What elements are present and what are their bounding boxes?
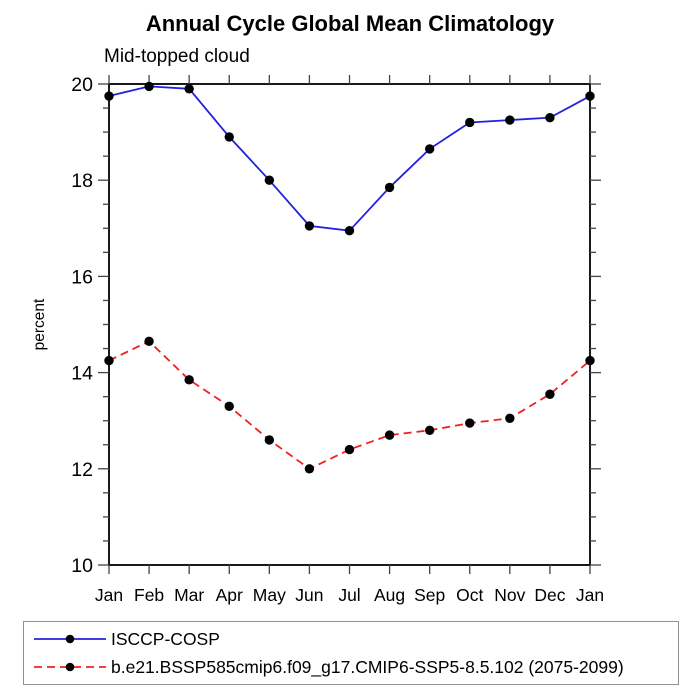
x-tick-label: Sep [414, 585, 445, 605]
data-point [424, 425, 435, 436]
x-tick-label: Jun [295, 585, 323, 605]
y-tick-label: 12 [71, 459, 93, 481]
legend-box: ISCCP-COSP b.e21.BSSP585cmip6.f09_g17.CM… [23, 621, 679, 685]
data-point [545, 112, 555, 123]
y-tick-label: 20 [71, 74, 93, 96]
data-point [304, 464, 315, 474]
data-point [505, 413, 515, 423]
data-point [344, 444, 355, 455]
x-tick-label: Aug [374, 585, 405, 605]
data-point [144, 81, 154, 92]
data-point [104, 91, 114, 101]
data-point [424, 144, 435, 154]
series-line-0 [108, 85, 591, 232]
legend-label: b.e21.BSSP585cmip6.f09_g17.CMIP6-SSP5-8.… [111, 656, 624, 677]
y-tick-label: 14 [71, 363, 93, 385]
x-tick-label: Feb [134, 585, 164, 605]
data-point [585, 91, 595, 101]
legend-marker-dot [65, 634, 75, 644]
legend-item: ISCCP-COSP [32, 625, 678, 653]
y-tick-label: 18 [71, 170, 93, 192]
x-tick-label: Jan [95, 585, 123, 605]
data-point [344, 226, 355, 236]
data-point [585, 355, 595, 366]
data-point [264, 435, 275, 445]
data-point [184, 375, 194, 385]
x-tick-label: Dec [534, 585, 565, 605]
data-point [184, 84, 194, 94]
legend-key-solid-line [34, 634, 106, 644]
y-tick-label: 16 [71, 266, 93, 288]
data-point [465, 117, 475, 128]
data-point [384, 430, 395, 440]
y-tick-label: 10 [71, 555, 93, 577]
data-point [545, 389, 555, 399]
legend-key-dashed-line [34, 662, 106, 672]
y-axis-label: percent [31, 298, 48, 350]
plot-frame [108, 83, 591, 566]
legend-item: b.e21.BSSP585cmip6.f09_g17.CMIP6-SSP5-8.… [32, 653, 678, 681]
x-tick-label: May [253, 585, 286, 605]
data-point [264, 175, 275, 185]
x-tick-label: Oct [456, 585, 483, 605]
data-point [465, 418, 475, 428]
data-point [104, 355, 114, 366]
legend-marker-dot [65, 662, 75, 672]
data-point [224, 401, 234, 411]
legend-label: ISCCP-COSP [111, 628, 220, 649]
x-tick-label: Jan [576, 585, 604, 605]
x-tick-label: Jul [338, 585, 360, 605]
data-point [384, 182, 395, 193]
data-point [144, 336, 154, 347]
data-point [224, 132, 234, 142]
x-tick-label: Mar [174, 585, 204, 605]
x-tick-label: Apr [216, 585, 243, 605]
chart-title: Annual Cycle Global Mean Climatology [145, 11, 555, 36]
data-point [505, 115, 515, 125]
x-tick-label: Nov [494, 585, 525, 605]
data-point [304, 221, 315, 231]
plot-area: Jan Feb Mar Apr May Jun Jul Aug Sep Oct Nov Dec Jan1… [31, 74, 604, 605]
chart-subtitle: Mid-topped cloud [104, 46, 250, 67]
